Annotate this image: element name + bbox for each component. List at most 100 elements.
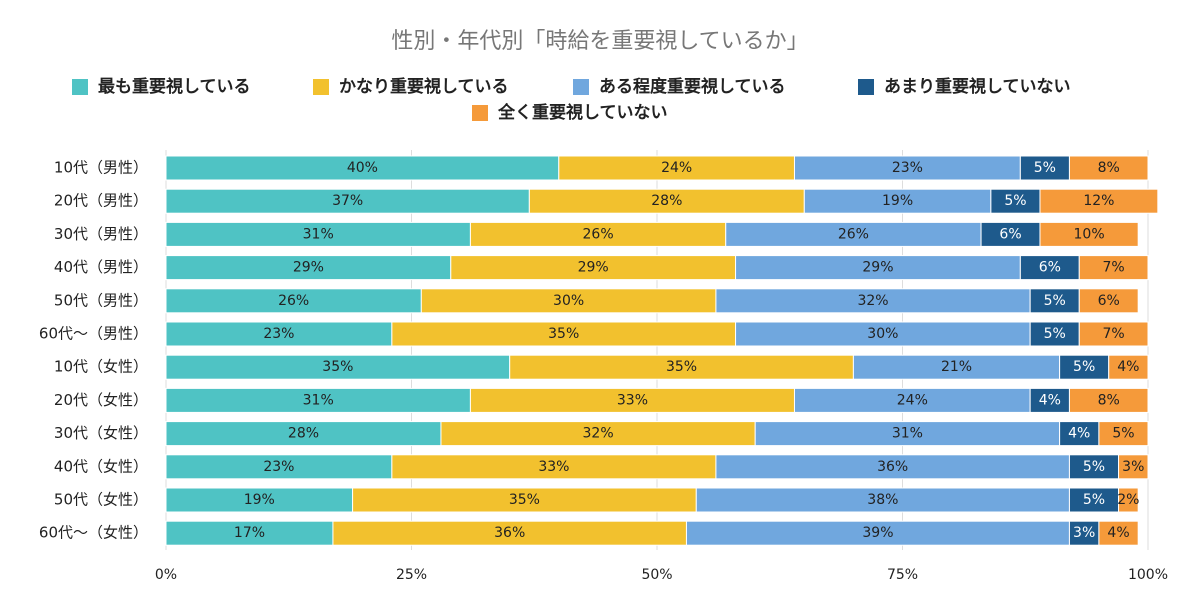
bar-segment <box>352 487 697 513</box>
data-label: 4% <box>1068 426 1090 442</box>
data-label: 35% <box>666 359 697 375</box>
bar-segment <box>1108 354 1149 380</box>
x-tick-label: 75% <box>887 567 918 583</box>
data-label: 40% <box>347 160 378 176</box>
data-label: 24% <box>897 392 928 408</box>
data-label: 31% <box>303 226 334 242</box>
legend-swatch <box>573 79 589 95</box>
data-label: 39% <box>862 525 893 541</box>
bar-segment <box>165 221 471 247</box>
bar-segment <box>1019 255 1080 281</box>
x-tick-label: 100% <box>1128 567 1168 583</box>
data-label: 29% <box>293 260 324 276</box>
bar-segment <box>558 155 795 181</box>
bar-segment <box>528 188 805 214</box>
data-label: 8% <box>1098 160 1120 176</box>
bar-segment <box>754 421 1061 447</box>
chart-title: 性別・年代別「時給を重要視しているか」 <box>391 29 808 54</box>
bar-segment <box>165 288 422 314</box>
data-label: 21% <box>941 359 972 375</box>
bar-segment <box>1029 321 1080 347</box>
data-label: 24% <box>661 160 692 176</box>
bar-segment <box>1068 387 1149 413</box>
legend-label: かなり重要視している <box>339 76 509 97</box>
data-label: 6% <box>999 226 1021 242</box>
data-label: 30% <box>867 326 898 342</box>
bar-segment <box>685 520 1070 546</box>
bar-segment <box>1068 520 1100 546</box>
y-tick-label: 10代（男性） <box>54 159 148 177</box>
bar-segment <box>450 255 737 281</box>
bar-segment <box>165 321 393 347</box>
bar-segment <box>165 487 354 513</box>
bar-segment <box>793 155 1021 181</box>
data-label: 4% <box>1117 359 1139 375</box>
data-label: 7% <box>1103 326 1125 342</box>
data-label: 31% <box>892 426 923 442</box>
bar-segment <box>1118 454 1149 480</box>
data-label: 33% <box>617 392 648 408</box>
data-label: 26% <box>583 226 614 242</box>
y-tick-label: 30代（女性） <box>54 424 148 442</box>
bar-segment <box>715 454 1070 480</box>
y-tick-label: 50代（女性） <box>54 491 148 509</box>
bar-segment <box>1039 221 1139 247</box>
data-label: 17% <box>234 525 265 541</box>
bar-segment <box>1118 487 1139 513</box>
data-label: 5% <box>1083 492 1105 508</box>
legend-label: あまり重要視していない <box>884 76 1071 97</box>
y-tick-label: 60代〜（男性） <box>39 325 148 343</box>
bar-segment <box>1078 255 1149 281</box>
data-label: 3% <box>1073 525 1095 541</box>
data-label: 36% <box>494 525 525 541</box>
data-label: 29% <box>578 260 609 276</box>
data-label: 36% <box>877 459 908 475</box>
bar-segment <box>1098 520 1139 546</box>
data-label: 35% <box>509 492 540 508</box>
bar-segment <box>1059 354 1110 380</box>
x-tick-label: 25% <box>396 567 427 583</box>
bar-segment <box>165 387 471 413</box>
bar-segment <box>420 288 717 314</box>
data-label: 2% <box>1117 492 1139 508</box>
bar-segment <box>1068 454 1120 480</box>
bar-segment <box>391 321 737 347</box>
data-label: 5% <box>1073 359 1095 375</box>
bar-segment <box>165 421 442 447</box>
data-label: 10% <box>1074 226 1105 242</box>
legend-swatch <box>858 79 874 95</box>
bar-segment <box>793 387 1031 413</box>
data-label: 26% <box>278 293 309 309</box>
data-label: 35% <box>548 326 579 342</box>
bar-segment <box>1078 321 1149 347</box>
y-tick-label: 20代（男性） <box>54 192 148 210</box>
legend-label: 全く重要視していない <box>497 102 668 123</box>
y-tick-label: 40代（男性） <box>54 258 148 276</box>
data-label: 37% <box>332 193 363 209</box>
data-label: 33% <box>538 459 569 475</box>
bar-segment <box>725 221 982 247</box>
bar-segment <box>509 354 854 380</box>
data-label: 29% <box>862 260 893 276</box>
data-label: 5% <box>1044 293 1066 309</box>
data-label: 23% <box>892 160 923 176</box>
bar-segment <box>715 288 1031 314</box>
data-label: 7% <box>1103 260 1125 276</box>
bar-segment <box>440 421 756 447</box>
data-label: 38% <box>867 492 898 508</box>
data-label: 19% <box>882 193 913 209</box>
data-label: 26% <box>838 226 869 242</box>
bar-segment <box>990 188 1041 214</box>
data-label: 6% <box>1039 260 1061 276</box>
legend-swatch <box>313 79 329 95</box>
data-label: 4% <box>1107 525 1129 541</box>
data-label: 5% <box>1112 426 1134 442</box>
bar-segment <box>695 487 1070 513</box>
y-tick-label: 50代（男性） <box>54 291 148 309</box>
bar-segment <box>1098 421 1149 447</box>
bar-segment <box>1059 421 1100 447</box>
data-label: 23% <box>263 459 294 475</box>
bar-segment <box>735 321 1031 347</box>
bar-segment <box>165 155 560 181</box>
legend-swatch <box>472 105 488 121</box>
